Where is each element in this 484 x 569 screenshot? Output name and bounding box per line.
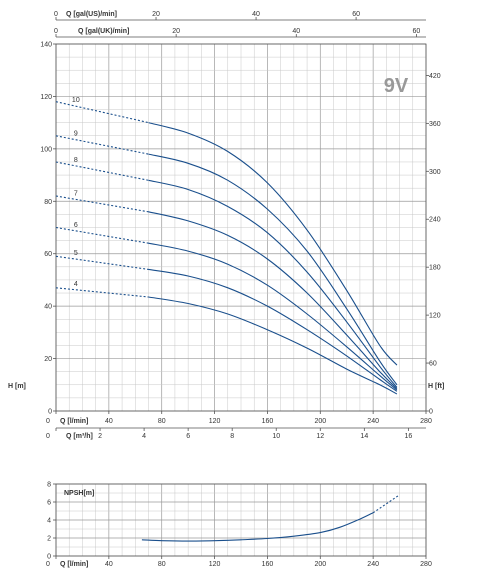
gal-uk-axis-label: Q [gal(UK)/min] <box>78 28 129 35</box>
curve-7-dashed <box>55 195 149 213</box>
y-tick-label: 120 <box>40 94 52 101</box>
model-label-9v: 9V <box>384 75 409 97</box>
npsh-y-axis-label: NPSH[m] <box>64 490 94 497</box>
npsh-y-tick-label: 6 <box>47 500 51 507</box>
curve-label-6: 6 <box>74 222 78 229</box>
curve-5 <box>148 268 398 392</box>
curve-5-dashed <box>55 255 149 270</box>
m3-h-tick-label: 16 <box>404 433 412 440</box>
y-right-tick-label: 120 <box>429 313 441 320</box>
y-tick-label: 0 <box>48 409 52 416</box>
m3-h-tick-label: 12 <box>316 433 324 440</box>
npsh-curve-dashed <box>372 494 400 514</box>
gal-us-tick-label: 40 <box>252 11 260 18</box>
curve-4 <box>148 296 398 395</box>
curve-label-9: 9 <box>74 131 78 138</box>
curve-label-10: 10 <box>72 97 80 104</box>
m3-h-tick-label: 4 <box>142 433 146 440</box>
curve-label-8: 8 <box>74 157 78 164</box>
m3-h-tick-label: 0 <box>46 433 50 440</box>
m3-h-axis-label: Q [m³/h] <box>66 433 93 440</box>
l-min-tick-label: 80 <box>158 418 166 425</box>
chart-marks <box>55 101 400 542</box>
l-min-tick-label: 0 <box>46 418 50 425</box>
m3-h-tick-label: 10 <box>272 433 280 440</box>
y-right-tick-label: 240 <box>429 217 441 224</box>
npsh-x-tick-label: 240 <box>367 561 379 568</box>
curve-8-dashed <box>55 161 149 181</box>
npsh-x-tick-label: 200 <box>314 561 326 568</box>
gal-uk-tick-label: 20 <box>172 28 180 35</box>
npsh-chart-grid <box>55 483 427 557</box>
curve-6 <box>148 242 398 391</box>
y-right-tick-label: 300 <box>429 169 441 176</box>
gal-uk-tick-label: 40 <box>292 28 300 35</box>
curve-label-7: 7 <box>74 190 78 197</box>
l-min-tick-label: 240 <box>367 418 379 425</box>
l-min-tick-label: 120 <box>209 418 221 425</box>
npsh-y-tick-label: 2 <box>47 536 51 543</box>
y-right-tick-label: 180 <box>429 265 441 272</box>
y-right-tick-label: 60 <box>429 361 437 368</box>
m3-h-tick-label: 8 <box>230 433 234 440</box>
npsh-x-tick-label: 0 <box>46 561 50 568</box>
m3-h-tick-label: 2 <box>98 433 102 440</box>
gal-uk-tick-label: 60 <box>413 28 421 35</box>
curve-8 <box>148 179 398 388</box>
l-min-tick-label: 160 <box>262 418 274 425</box>
curve-label-5: 5 <box>74 250 78 257</box>
y-tick-label: 40 <box>44 304 52 311</box>
npsh-x-tick-label: 80 <box>158 561 166 568</box>
curve-label-4: 4 <box>74 281 78 288</box>
npsh-y-tick-label: 4 <box>47 518 51 525</box>
m3-h-tick-label: 6 <box>186 433 190 440</box>
y-tick-label: 20 <box>44 356 52 363</box>
npsh-x-tick-label: 280 <box>420 561 432 568</box>
y-tick-label: 100 <box>40 146 52 153</box>
y-tick-label: 140 <box>40 42 52 49</box>
y-axis-label-ft: H [ft] <box>428 383 444 390</box>
curve-9 <box>148 153 398 386</box>
curve-10-dashed <box>55 101 149 124</box>
m3-h-tick-label: 14 <box>360 433 368 440</box>
npsh-curve <box>141 512 374 542</box>
gal-us-tick-label: 0 <box>54 11 58 18</box>
gal-us-tick-label: 20 <box>152 11 160 18</box>
y-right-tick-label: 420 <box>429 73 441 80</box>
l-min-tick-label: 200 <box>314 418 326 425</box>
curve-10 <box>148 122 398 366</box>
gal-us-axis-label: Q [gal(US)/min] <box>66 11 117 18</box>
gal-uk-tick-label: 0 <box>54 28 58 35</box>
gal-us-tick-label: 60 <box>352 11 360 18</box>
npsh-x-tick-label: 40 <box>105 561 113 568</box>
npsh-x-axis-label: Q [l/min] <box>60 561 88 568</box>
npsh-x-tick-label: 120 <box>209 561 221 568</box>
l-min-tick-label: 280 <box>420 418 432 425</box>
npsh-y-tick-label: 0 <box>47 554 51 561</box>
y-right-tick-label: 360 <box>429 121 441 128</box>
curve-4-dashed <box>55 287 149 298</box>
l-min-axis-label: Q [l/min] <box>60 418 88 425</box>
npsh-y-tick-label: 8 <box>47 482 51 489</box>
main-chart-grid <box>55 43 427 412</box>
y-tick-label: 80 <box>44 199 52 206</box>
y-right-tick-label: 0 <box>429 409 433 416</box>
l-min-tick-label: 40 <box>105 418 113 425</box>
curve-9-dashed <box>55 135 149 155</box>
y-axis-label-m: H [m] <box>8 383 26 390</box>
curve-7 <box>148 211 398 390</box>
y-tick-label: 60 <box>44 251 52 258</box>
npsh-x-tick-label: 160 <box>262 561 274 568</box>
